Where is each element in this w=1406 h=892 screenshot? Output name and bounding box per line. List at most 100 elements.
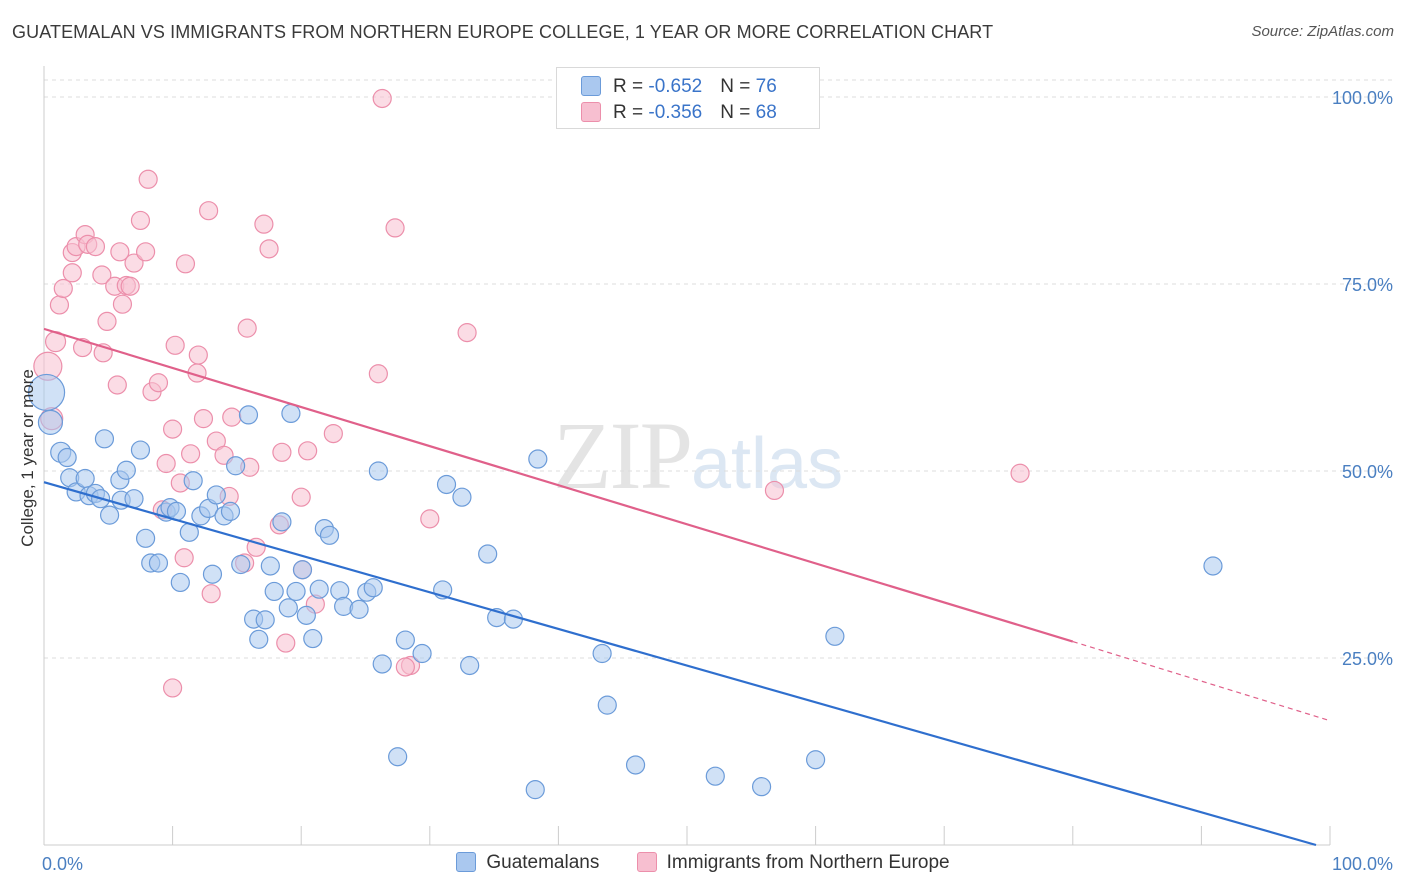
guatemalan-point [220,501,241,521]
immigrant-point [97,311,117,331]
immigrant-point [222,407,242,427]
immigrant-trend-extension [1072,640,1329,721]
immigrant-point [764,480,785,501]
guatemalan-point [206,485,226,505]
guatemalan-point [319,525,340,545]
immigrant-point [163,419,183,439]
guatemalan-point [395,630,415,650]
immigrant-point [92,265,112,285]
guatemalan-point [183,471,203,491]
guatemalan-point [436,474,457,495]
guatemalan-point [249,629,269,649]
stats-row-immigrants: R = -0.356 N = 68 [581,102,777,128]
n-value: 76 [755,76,777,97]
chart-title: GUATEMALAN VS IMMIGRANTS FROM NORTHERN E… [12,22,994,42]
guatemalan-point [805,750,826,770]
axes [43,66,1331,846]
guatemalan-point [148,553,169,573]
guatemalan-point [363,578,383,598]
r-label: R = [613,102,649,123]
immigrant-point [174,548,194,568]
tick-labels: 25.0% 50.0% 75.0% 100.0% 0.0% 100.0% [42,88,1393,874]
immigrant-point [188,345,208,365]
guatemalan-point [309,579,329,599]
immigrant-point [246,537,266,557]
swatch-immigrants [581,102,601,122]
guatemalan-point [135,528,156,548]
guatemalan-point [460,655,480,676]
guatemalan-point [99,505,120,525]
legend-item-guatemalans[interactable]: Guatemalans [456,852,599,874]
r-value: -0.652 [648,76,703,97]
guatemalan-point [334,596,354,616]
immigrant-point [175,254,196,274]
guatemalan-point [264,581,284,602]
guatemalan-point [349,599,369,619]
immigrant-point [395,657,415,677]
guatemalan-point [705,766,725,786]
guatemalan-point [388,747,408,767]
legend-label-immigrants: Immigrants from Northern Europe [666,852,950,873]
guatemalan-point [478,544,498,564]
immigrant-point [138,169,158,189]
immigrant-point [1010,463,1030,483]
immigrant-point [124,253,144,273]
guatemalan-point [1203,556,1223,576]
r-value: -0.356 [648,102,703,123]
guatemalan-point [296,605,316,625]
immigrant-trend-line [43,327,1074,643]
immigrant-point [112,294,133,314]
swatch-guatemalans [581,76,601,96]
immigrant-point [181,444,201,464]
x-tick-label: 0.0% [42,854,83,874]
guatemalan-point [412,643,432,664]
immigrant-point [130,210,151,231]
immigrant-point [156,453,176,474]
guatemalan-point [452,487,472,507]
immigrant-point [85,237,106,257]
legend-label-guatemalans: Guatemalans [486,852,600,873]
y-tick-label: 75.0% [1342,275,1393,295]
immigrant-point [298,441,318,461]
guatemalan-point [525,780,545,800]
guatemalan-point [116,460,136,480]
guatemalan-point [625,755,646,775]
immigrant-point [110,242,130,262]
immigrant-point [49,295,70,315]
guatemalan-point [272,512,292,532]
guatemalan-point [231,554,251,575]
immigrant-point [276,633,296,653]
guatemalan-point [286,581,306,602]
x-tick-label: 100.0% [1332,854,1393,874]
legend-item-immigrants[interactable]: Immigrants from Northern Europe [636,852,950,874]
guatemalan-point [278,598,298,618]
guatemalan-point [303,628,323,649]
immigrant-point [372,88,392,109]
guatemalan-point [170,572,190,593]
n-value: 68 [755,102,777,123]
trend-lines [43,327,1329,847]
immigrant-point [165,335,185,355]
guatemalan-point [281,403,301,424]
immigrant-point [201,584,221,604]
legend-swatch-guatemalans [456,852,477,872]
guatemalan-point [94,429,115,449]
guatemalan-point [372,654,392,674]
guatemalan-point [503,609,523,629]
guatemalan-point [368,461,388,481]
guatemalan-point [238,405,259,425]
y-tick-label: 100.0% [1332,88,1393,108]
n-label: N = [720,102,756,123]
guatemalan-point [57,447,77,468]
immigrant-point [237,318,257,338]
guatemalan-point [130,440,151,460]
immigrant-point [323,424,343,444]
guatemalan-point [751,777,772,797]
immigrant-point [135,242,156,262]
r-label: R = [613,76,649,97]
data-points [27,88,1223,800]
stats-row-guatemalans: R = -0.652 N = 76 [581,76,777,102]
series-legend: Guatemalans Immigrants from Northern Eur… [0,852,1406,874]
guatemalan-point [260,556,280,576]
guatemalan-point [592,643,612,664]
